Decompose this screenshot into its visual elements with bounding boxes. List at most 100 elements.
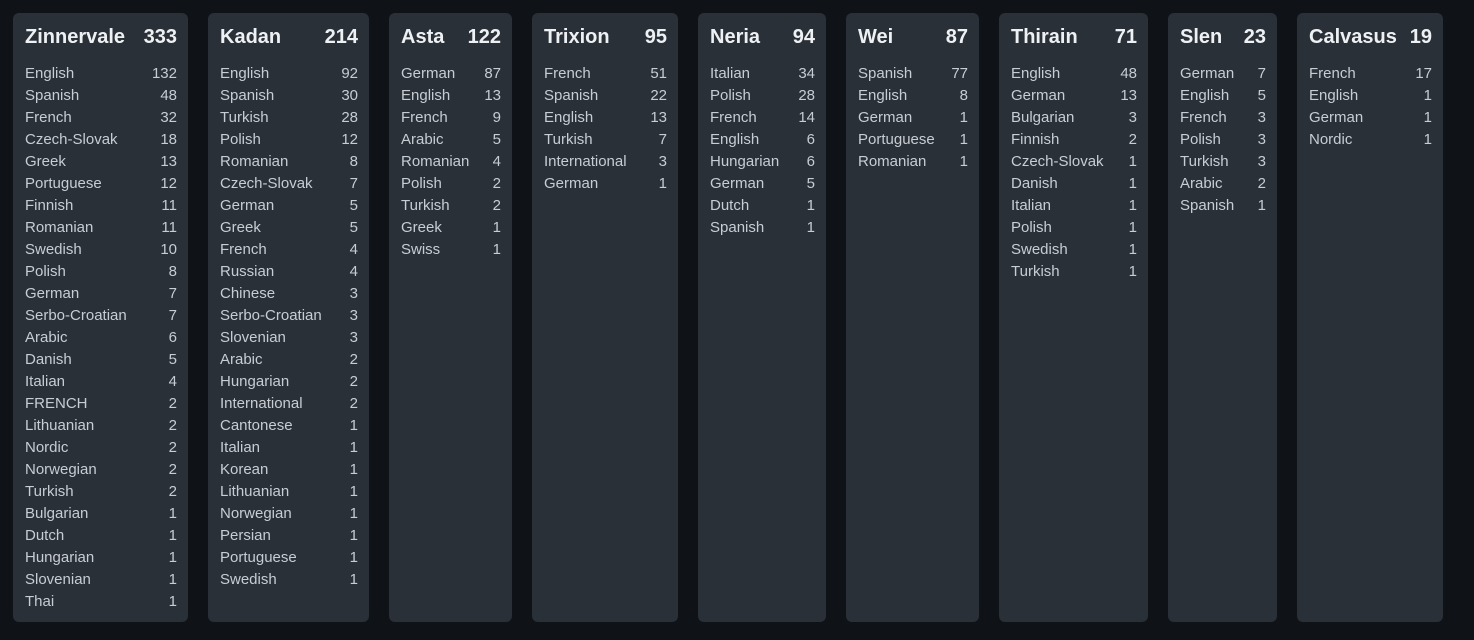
language-row: FRENCH 2 [25,393,177,415]
card-header: Zinnervale 333 [25,24,177,50]
server-total: 214 [324,26,358,48]
language-row: English 132 [25,63,177,85]
language-row: Polish 28 [710,85,815,107]
language-count: 3 [1128,109,1137,126]
language-row: German 1 [858,107,968,129]
language-count: 7 [658,131,667,148]
language-row: Polish 3 [1180,129,1266,151]
card-header: Thirain 71 [1011,24,1137,50]
language-label: Russian [220,263,275,280]
server-card-slen: Slen 23 German 7 English 5 French 3 Polish 3 Tur… [1168,13,1277,622]
language-count: 3 [658,153,667,170]
language-row: Italian 34 [710,63,815,85]
language-list: English 92 Spanish 30 Turkish 28 Polish 12 Roman… [220,63,358,591]
language-label: Spanish [544,87,599,104]
language-row: Greek 5 [220,217,358,239]
language-label: Danish [1011,175,1058,192]
server-card-trixion: Trixion 95 French 51 Spanish 22 English 13 Tur… [532,13,678,622]
language-count: 5 [492,131,501,148]
language-count: 1 [1257,197,1266,214]
language-row: English 13 [401,85,501,107]
server-card-kadan: Kadan 214 English 92 Spanish 30 Turkish 28 Pol… [208,13,369,622]
language-count: 1 [492,241,501,258]
language-count: 28 [341,109,358,126]
language-count: 2 [168,439,177,456]
server-total: 122 [467,26,501,48]
language-label: French [544,65,591,82]
language-row: Slovenian 3 [220,327,358,349]
language-count: 2 [492,197,501,214]
server-name: Wei [858,26,894,48]
language-count: 2 [349,395,358,412]
language-label: Czech-Slovak [220,175,313,192]
language-count: 1 [959,153,968,170]
language-label: German [220,197,275,214]
server-language-board: Zinnervale 333 English 132 Spanish 48 French… [13,13,1443,622]
language-count: 3 [349,285,358,302]
language-label: Finnish [25,197,74,214]
language-list: Spanish 77 English 8 German 1 Portuguese 1 Roman… [858,63,968,173]
language-count: 1 [1128,263,1137,280]
language-count: 2 [168,461,177,478]
language-label: Arabic [220,351,263,368]
language-count: 3 [349,329,358,346]
language-label: Romanian [401,153,470,170]
language-count: 87 [484,65,501,82]
language-count: 1 [168,505,177,522]
language-count: 7 [1257,65,1266,82]
language-label: Slovenian [220,329,286,346]
language-count: 1 [349,461,358,478]
language-count: 92 [341,65,358,82]
language-count: 8 [959,87,968,104]
language-count: 2 [168,395,177,412]
language-row: International 3 [544,151,667,173]
language-label: Spanish [1180,197,1235,214]
language-row: German 87 [401,63,501,85]
language-count: 2 [168,483,177,500]
language-count: 1 [349,417,358,434]
language-label: English [1180,87,1230,104]
language-label: German [710,175,765,192]
language-row: Hungarian 6 [710,151,815,173]
language-label: Dutch [710,197,750,214]
language-label: English [25,65,75,82]
card-header: Asta 122 [401,24,501,50]
language-count: 132 [151,65,177,82]
language-label: Serbo-Croatian [220,307,322,324]
language-count: 1 [1423,131,1432,148]
language-row: Czech-Slovak 1 [1011,151,1137,173]
language-label: Portuguese [220,549,297,566]
server-card-zinnervale: Zinnervale 333 English 132 Spanish 48 French… [13,13,188,622]
language-row: French 14 [710,107,815,129]
language-label: Korean [220,461,269,478]
server-total: 71 [1114,26,1137,48]
language-label: French [220,241,267,258]
language-label: Czech-Slovak [1011,153,1104,170]
language-count: 4 [349,263,358,280]
server-total: 23 [1243,26,1266,48]
language-label: Spanish [25,87,80,104]
language-row: Chinese 3 [220,283,358,305]
language-count: 30 [341,87,358,104]
language-label: Czech-Slovak [25,131,118,148]
language-row: Korean 1 [220,459,358,481]
server-name: Asta [401,26,445,48]
language-count: 48 [160,87,177,104]
language-row: Italian 1 [220,437,358,459]
language-label: French [1309,65,1356,82]
language-count: 1 [806,219,815,236]
language-row: Italian 4 [25,371,177,393]
server-name: Zinnervale [25,26,126,48]
language-label: French [25,109,72,126]
language-count: 9 [492,109,501,126]
language-count: 11 [161,197,177,214]
language-count: 1 [349,483,358,500]
language-row: Turkish 3 [1180,151,1266,173]
server-name: Slen [1180,26,1223,48]
language-row: Arabic 2 [1180,173,1266,195]
language-count: 2 [349,373,358,390]
language-label: Lithuanian [220,483,290,500]
language-label: Polish [25,263,66,280]
language-row: Spanish 1 [1180,195,1266,217]
language-row: Persian 1 [220,525,358,547]
